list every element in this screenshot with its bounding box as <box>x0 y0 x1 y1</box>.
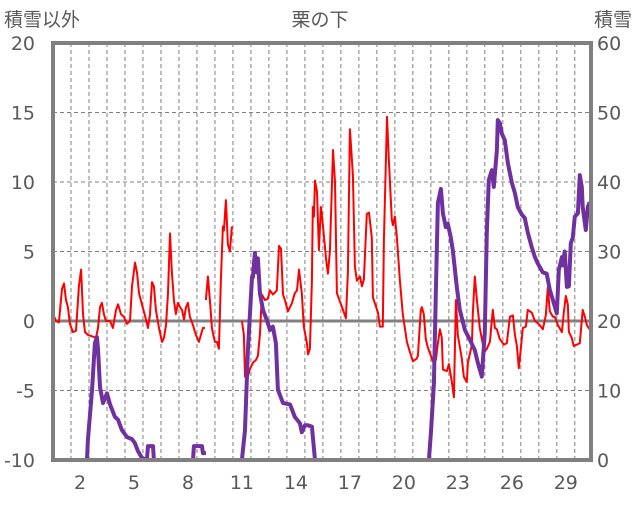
right-tick-label: 20 <box>597 311 621 333</box>
left-tick-label: 5 <box>23 242 35 264</box>
gridlines <box>53 43 591 460</box>
snow-depth-line <box>53 118 592 462</box>
chart-title: 栗の下 <box>291 9 348 31</box>
x-tick-label: 26 <box>500 472 524 494</box>
right-axis-title: 積雪 <box>594 9 632 31</box>
right-tick-label: 50 <box>597 103 621 125</box>
left-tick-label: -10 <box>4 450 35 472</box>
x-tick-label: 29 <box>554 472 578 494</box>
right-tick-label: 0 <box>597 450 609 472</box>
series-lines <box>52 115 592 462</box>
x-tick-label: 17 <box>338 472 362 494</box>
x-tick-label: 8 <box>182 472 194 494</box>
other-series-line <box>52 115 591 399</box>
right-tick-label: 30 <box>597 242 621 264</box>
left-tick-label: 10 <box>11 172 35 194</box>
left-tick-label: -5 <box>16 381 35 403</box>
left-tick-label: 0 <box>23 311 35 333</box>
x-tick-label: 23 <box>446 472 470 494</box>
right-tick-label: 60 <box>597 33 621 55</box>
right-tick-label: 40 <box>597 172 621 194</box>
left-axis-title: 積雪以外 <box>4 9 80 31</box>
x-tick-label: 2 <box>74 472 86 494</box>
x-tick-label: 11 <box>230 472 254 494</box>
right-tick-label: 10 <box>597 381 621 403</box>
x-tick-label: 14 <box>284 472 308 494</box>
x-tick-label: 20 <box>392 472 416 494</box>
x-tick-label: 5 <box>128 472 140 494</box>
left-tick-label: 20 <box>11 33 35 55</box>
plot-frame <box>51 41 593 462</box>
left-tick-label: 15 <box>11 103 35 125</box>
